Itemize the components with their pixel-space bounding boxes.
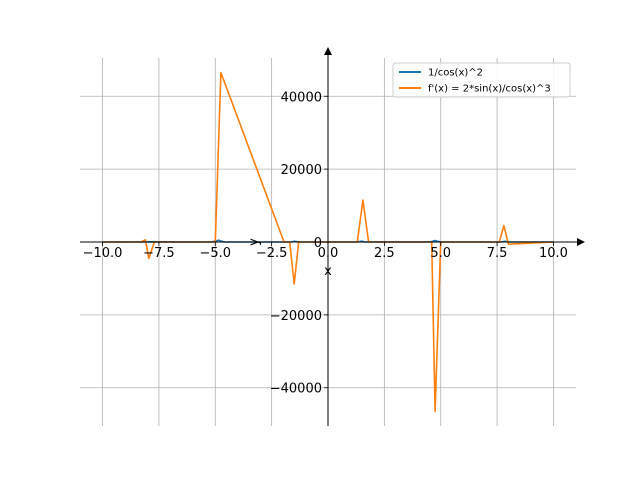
x-tick-label: −7.5 xyxy=(143,246,175,261)
x-tick-label: 0.0 xyxy=(318,246,339,261)
x-tick-label: −5.0 xyxy=(199,246,231,261)
y-tick-label: −20000 xyxy=(270,309,322,324)
axes: x y xyxy=(80,47,585,426)
y-tick-label: 20000 xyxy=(281,163,322,178)
legend-box xyxy=(392,62,571,98)
ticks: −10.0 −7.5 −5.0 −2.5 0.0 2.5 5.0 7.5 10.0 −40000 −… xyxy=(83,90,568,396)
x-tick-label: −10.0 xyxy=(83,246,123,261)
y-tick-label: 40000 xyxy=(281,90,322,105)
legend-label-1: 1/cos(x)^2 xyxy=(428,68,483,79)
x-tick-label: 2.5 xyxy=(374,246,395,261)
y-tick-label: 0 xyxy=(314,236,322,251)
y-axis-arrow xyxy=(324,47,332,55)
x-axis-arrow xyxy=(577,238,585,246)
legend: 1/cos(x)^2 f'(x) = 2*sin(x)/cos(x)^3 xyxy=(392,62,571,98)
y-tick-label: −40000 xyxy=(270,382,322,397)
x-axis-title: x xyxy=(324,264,332,279)
legend-label-2: f'(x) = 2*sin(x)/cos(x)^3 xyxy=(428,84,551,95)
x-tick-label: −2.5 xyxy=(256,246,288,261)
x-tick-label: 7.5 xyxy=(487,246,508,261)
x-tick-label: 10.0 xyxy=(539,246,568,261)
x-tick-label: 5.0 xyxy=(430,246,451,261)
y-axis-title: y xyxy=(247,238,262,246)
